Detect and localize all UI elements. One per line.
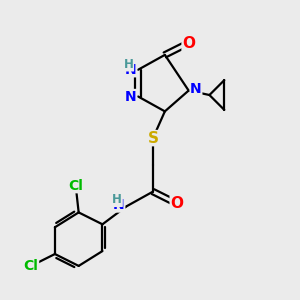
Text: O: O (170, 196, 183, 211)
Text: Cl: Cl (24, 259, 38, 273)
Text: N: N (125, 63, 136, 77)
Text: H: H (124, 58, 134, 71)
Text: Cl: Cl (68, 179, 83, 193)
Text: N: N (190, 82, 202, 96)
Text: N: N (113, 198, 125, 212)
Text: N: N (125, 89, 136, 103)
Text: S: S (148, 130, 158, 146)
Text: O: O (182, 35, 195, 50)
Text: H: H (112, 194, 122, 206)
